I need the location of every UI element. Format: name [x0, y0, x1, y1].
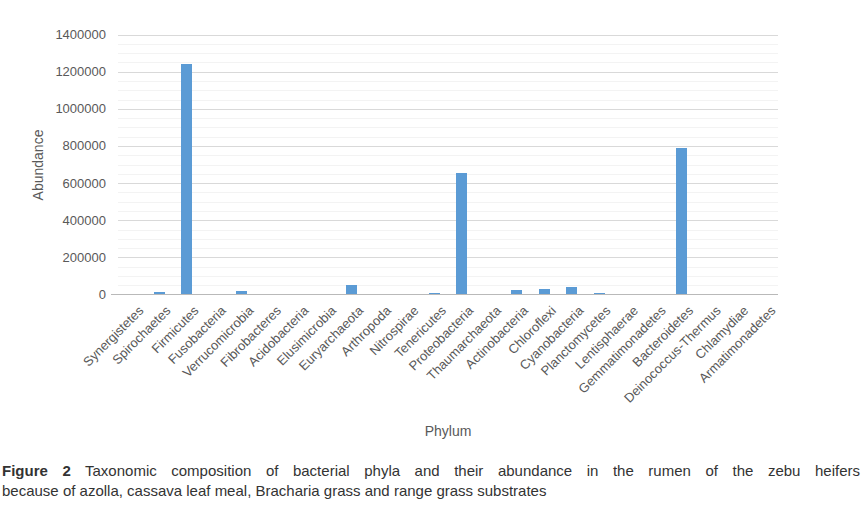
y-tick-label: 400000: [63, 213, 106, 229]
x-axis-tick-labels: SynergistetesSpirochaetesFirmicutesFusob…: [118, 297, 778, 415]
gridline-major: [118, 72, 778, 73]
bar-chloroflexi: [539, 289, 550, 294]
x-axis-title: Phylum: [118, 423, 778, 439]
y-tick-label: 1400000: [55, 27, 106, 43]
gridline-minor: [118, 53, 778, 54]
y-tick-label: 600000: [63, 176, 106, 192]
figure-2-bar-chart: Abundance 020000040000060000080000010000…: [0, 0, 864, 513]
x-axis-line: [111, 294, 778, 295]
bar-planctomycetes: [594, 293, 605, 294]
caption-line-1: Figure 2 Taxonomic composition of bacter…: [2, 461, 860, 481]
bar-actinobacteria: [511, 290, 522, 294]
gridline-major: [118, 146, 778, 147]
y-tick-label: 1200000: [55, 64, 106, 80]
y-tick-label: 1000000: [55, 101, 106, 117]
caption-line-2: because of azolla, cassava leaf meal, Br…: [2, 481, 860, 501]
bar-cyanobacteria: [566, 287, 577, 294]
bar-spirochaetes: [154, 292, 165, 294]
y-axis-tick-labels: 0200000400000600000800000100000012000001…: [0, 35, 106, 295]
plot-area: [118, 35, 778, 295]
y-tick-label: 0: [99, 287, 106, 303]
gridline-minor: [118, 127, 778, 128]
gridline-minor: [118, 62, 778, 63]
bar-verrucomicrobia: [236, 291, 247, 294]
gridline-minor: [118, 90, 778, 91]
gridline-minor: [118, 44, 778, 45]
caption-line-1-text: Taxonomic composition of bacterial phyla…: [85, 462, 860, 479]
bar-proteobacteria: [456, 173, 467, 294]
y-tick-label: 800000: [63, 138, 106, 154]
gridline-major: [118, 35, 778, 36]
gridline-minor: [118, 100, 778, 101]
gridline-major: [118, 109, 778, 110]
gridline-minor: [118, 118, 778, 119]
figure-caption: Figure 2 Taxonomic composition of bacter…: [2, 461, 860, 501]
gridline-minor: [118, 81, 778, 82]
figure-number-label: Figure 2: [2, 462, 71, 479]
bar-firmicutes: [181, 64, 192, 294]
y-tick-label: 200000: [63, 250, 106, 266]
bar-euryarchaeota: [346, 285, 357, 294]
gridline-minor: [118, 137, 778, 138]
bar-tenericutes: [429, 293, 440, 294]
bar-bacteroidetes: [676, 148, 687, 294]
